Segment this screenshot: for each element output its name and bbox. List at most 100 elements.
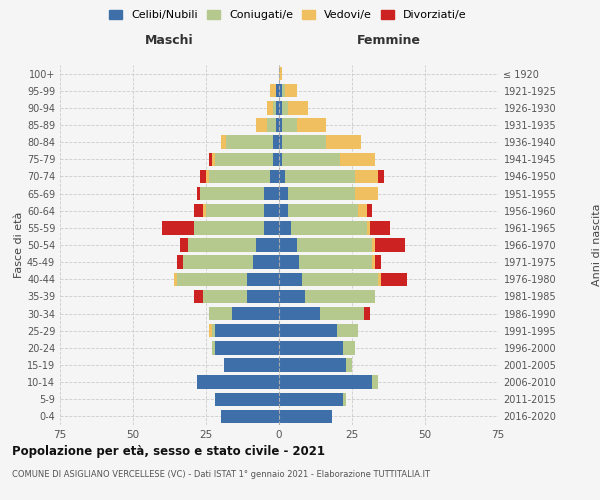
Bar [299,256,373,269]
Bar [279,204,288,218]
Bar [273,136,279,149]
Text: COMUNE DI ASIGLIANO VERCELLESE (VC) - Dati ISTAT 1° gennaio 2021 - Elaborazione : COMUNE DI ASIGLIANO VERCELLESE (VC) - Da… [12,470,430,479]
Bar [188,238,256,252]
Bar [226,136,273,149]
Bar [247,272,279,286]
Bar [256,118,268,132]
Bar [209,152,212,166]
Bar [288,187,355,200]
Bar [200,170,206,183]
Bar [268,101,273,114]
Bar [182,256,253,269]
Bar [364,307,370,320]
Bar [273,101,276,114]
Bar [378,272,381,286]
Text: Femmine: Femmine [356,34,421,48]
Bar [247,290,279,303]
Bar [378,170,384,183]
Bar [373,376,378,389]
Bar [285,84,296,98]
Bar [279,392,343,406]
Bar [279,358,346,372]
Bar [346,358,352,372]
Bar [381,272,407,286]
Bar [215,324,279,338]
Bar [320,307,364,320]
Bar [194,290,203,303]
Bar [279,118,282,132]
Bar [265,204,279,218]
Bar [256,238,279,252]
Bar [224,358,279,372]
Bar [279,376,373,389]
Bar [376,256,381,269]
Bar [279,221,290,234]
Bar [203,204,206,218]
Bar [174,272,177,286]
Bar [276,101,279,114]
Bar [282,152,340,166]
Bar [355,187,378,200]
Bar [162,221,194,234]
Bar [279,187,288,200]
Bar [215,341,279,354]
Bar [282,118,296,132]
Bar [337,324,358,338]
Bar [343,392,346,406]
Bar [209,324,212,338]
Bar [279,136,282,149]
Bar [177,272,247,286]
Bar [282,84,285,98]
Bar [282,136,326,149]
Bar [253,256,279,269]
Bar [279,84,282,98]
Bar [279,307,320,320]
Bar [290,221,367,234]
Bar [367,204,373,218]
Bar [355,170,378,183]
Text: Maschi: Maschi [145,34,194,48]
Bar [276,118,279,132]
Bar [276,84,279,98]
Bar [279,341,343,354]
Y-axis label: Fasce di età: Fasce di età [14,212,24,278]
Bar [194,221,265,234]
Bar [282,101,288,114]
Bar [279,238,296,252]
Bar [194,204,203,218]
Bar [373,238,376,252]
Bar [212,324,215,338]
Bar [305,290,376,303]
Bar [232,307,279,320]
Text: Anni di nascita: Anni di nascita [592,204,600,286]
Bar [215,152,273,166]
Bar [265,187,279,200]
Bar [373,256,376,269]
Bar [279,256,299,269]
Bar [326,136,361,149]
Bar [279,410,332,423]
Bar [200,187,265,200]
Bar [209,307,232,320]
Bar [288,204,358,218]
Bar [180,238,188,252]
Bar [212,152,215,166]
Bar [279,170,285,183]
Bar [221,410,279,423]
Bar [376,238,404,252]
Bar [209,170,270,183]
Bar [206,170,209,183]
Bar [296,238,373,252]
Bar [265,221,279,234]
Bar [340,152,376,166]
Bar [370,221,390,234]
Legend: Celibi/Nubili, Coniugati/e, Vedovi/e, Divorziati/e: Celibi/Nubili, Coniugati/e, Vedovi/e, Di… [105,6,471,25]
Bar [288,101,308,114]
Bar [367,221,370,234]
Bar [203,290,247,303]
Bar [212,341,215,354]
Bar [197,187,200,200]
Bar [273,152,279,166]
Bar [279,290,305,303]
Bar [279,101,282,114]
